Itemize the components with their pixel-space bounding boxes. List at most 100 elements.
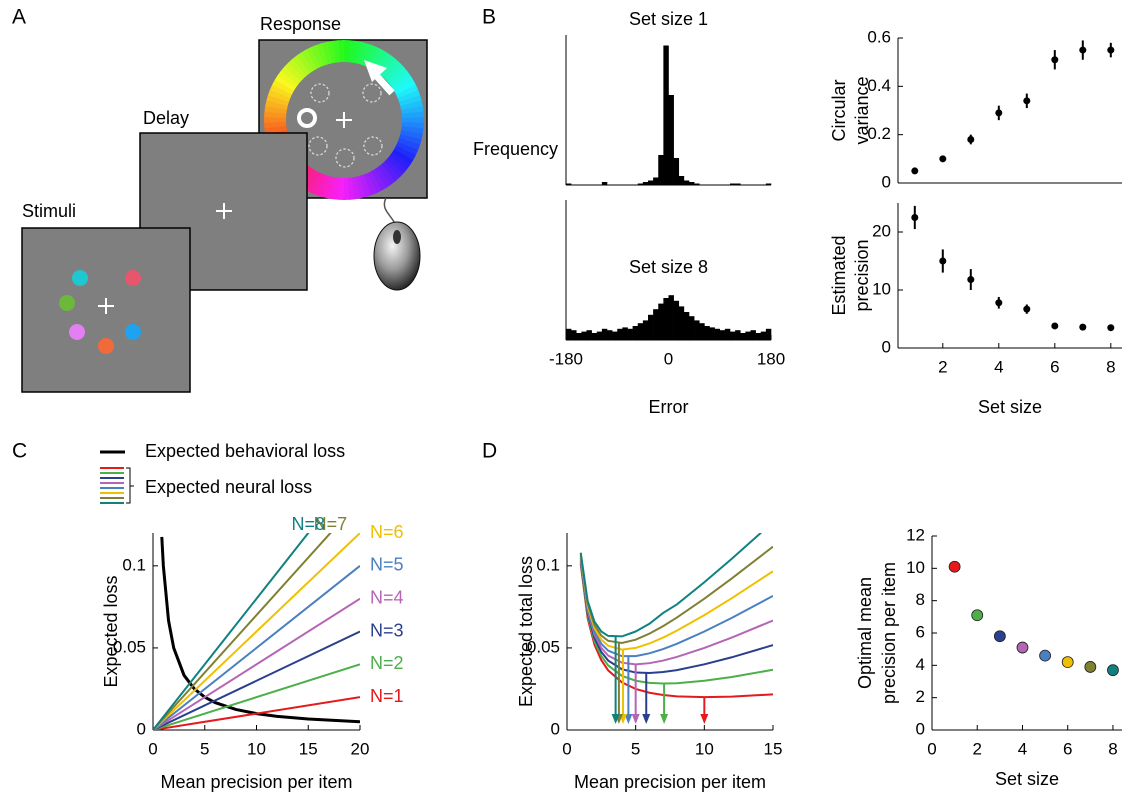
histogram-bar [648,314,654,340]
screen-label: Stimuli [22,201,76,221]
histogram-bar [683,312,690,340]
histogram-bar [566,328,572,340]
histogram-bar [648,180,654,185]
line-label: N=5 [370,555,404,575]
histogram-bar [668,295,674,340]
response-arrowhead [364,60,387,82]
histogram-bar [668,95,674,185]
wheel-segment [396,84,419,99]
histogram-bar [694,183,700,185]
histogram-bar [601,328,608,340]
x-tick-label: 180 [757,349,785,368]
histogram-bar [719,330,726,340]
wheel-segment [269,84,292,99]
point [1051,322,1059,330]
histogram-bar [740,333,746,340]
chart-title: Set size 1 [629,9,708,29]
point [971,609,984,622]
histogram-bar [704,326,710,340]
wheel-segment [306,46,321,69]
wheel-segment [400,100,423,111]
wheel-segment [264,121,287,129]
wheel-segment [321,41,333,65]
point [1051,56,1059,64]
line-label: N=6 [370,522,404,542]
location-markers [308,83,383,168]
wheel-segment [306,171,321,194]
screen-label: Response [260,14,341,34]
x-axis-label: Mean precision per item [574,772,766,792]
x-tick-label: 4 [1018,739,1027,758]
wheel-segment [311,44,325,68]
point [1023,97,1031,105]
histogram-bar [617,328,623,340]
wheel-segment [327,176,336,200]
line [579,555,773,651]
line-label: N=2 [370,653,404,673]
y-tick-label: 0.05 [527,637,560,656]
wheel-segment [400,130,423,140]
wheel-segment [296,52,314,74]
x-tick-label: 0 [562,739,571,758]
wheel-segment [266,95,289,106]
wheel-segment [399,95,422,107]
wheel-segment [392,75,414,92]
chart: -180 0 180 Set size 8 Error [549,200,785,417]
histogram-bar [714,328,721,340]
wheel-segment [367,171,382,194]
x-axis-label: Set size [995,769,1059,789]
chart: 0 0.2 0.4 0.6 Circular variance [829,27,1122,191]
line [579,533,763,638]
line-label: N=8 [291,514,325,534]
wheel-segment [355,175,367,199]
wheel-segment [274,75,297,91]
wheel-segment [359,174,372,197]
x-tick-label: 15 [764,739,783,758]
point [995,109,1003,117]
x-tick-label: 8 [1108,739,1117,758]
chart: Set size 1 Frequency [473,9,772,186]
x-tick-label: 0 [927,739,936,758]
point [911,214,919,221]
line-label: N=4 [370,587,404,607]
y-tick-label: 4 [916,655,925,674]
y-tick-label: 0.4 [867,76,891,95]
wheel-segment [381,161,400,182]
line [579,557,773,658]
wheel-segment [316,43,329,66]
y-tick-label: 0 [882,337,891,356]
histogram-bar [586,330,592,340]
point [939,257,947,265]
wheel-segment [264,116,287,123]
fixation-cross [216,203,232,219]
line [579,559,773,666]
wheel-segment [397,90,421,103]
histogram-bar [735,183,741,185]
histogram-bar [678,176,685,185]
point [967,136,975,143]
panel-label: C [12,440,27,463]
wheel-segment [264,105,287,114]
histogram-bar [642,182,649,185]
wheel-segment [348,40,356,63]
optimum-arrowhead [631,714,640,724]
histogram-bar [699,323,705,340]
wheel-segment [265,100,288,110]
wheel-segment [363,172,377,196]
optimum-arrowhead [611,714,620,724]
histogram-bar [642,320,649,340]
wheel-segment [277,70,299,88]
histogram-bar [601,182,608,185]
wheel-segment [301,49,317,71]
histogram-bar [658,155,664,185]
x-tick-label: 20 [351,739,370,758]
wheel-segment [280,66,302,85]
legend-label: Expected neural loss [145,477,312,497]
y-axis-label: precision [852,239,872,311]
wheel-segment [284,62,304,82]
line [153,663,360,730]
point [939,155,947,163]
wheel-segment [352,40,361,64]
y-tick-label: 0.1 [536,555,560,574]
